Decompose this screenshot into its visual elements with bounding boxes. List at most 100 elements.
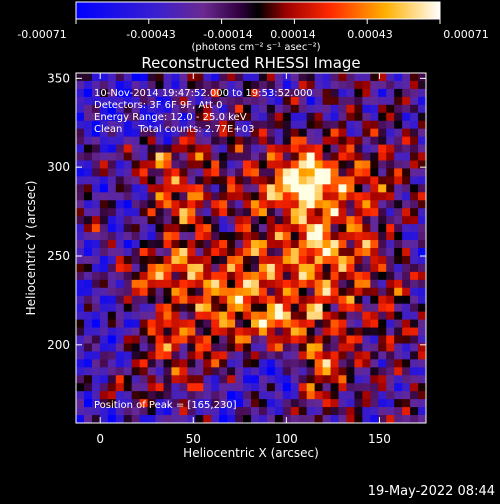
heatmap-cell (99, 136, 109, 146)
heatmap-cell (203, 200, 212, 209)
heatmap-cell (410, 383, 419, 392)
heatmap-cell (282, 160, 292, 170)
heatmap-cell (338, 303, 348, 313)
heatmap-cell (107, 407, 117, 416)
heatmap-cell (203, 415, 212, 423)
heatmap-cell (179, 351, 188, 360)
heatmap-cell (235, 359, 244, 368)
heatmap-cell (99, 255, 109, 265)
heatmap-cell (251, 80, 260, 90)
heatmap-cell (195, 232, 204, 241)
heatmap-cell (179, 263, 188, 273)
heatmap-cell (290, 184, 300, 193)
heatmap-cell (91, 200, 101, 209)
heatmap-cell (179, 367, 188, 376)
heatmap-cell (346, 232, 355, 241)
heatmap-cell (131, 303, 141, 313)
heatmap-cell (203, 224, 212, 233)
heatmap-cell (258, 263, 268, 273)
heatmap-cell (171, 367, 180, 376)
heatmap-cell (235, 367, 244, 376)
heatmap-cell (266, 80, 276, 90)
y-tick-label-1: 250 (47, 249, 70, 263)
heatmap-cell (266, 255, 276, 265)
heatmap-cell (251, 192, 260, 201)
heatmap-cell (306, 200, 316, 209)
heatmap-cell (171, 271, 180, 281)
heatmap-cell (115, 120, 125, 130)
heatmap-cell (99, 200, 109, 209)
heatmap-cell (147, 311, 157, 321)
heatmap-cell (171, 144, 180, 154)
heatmap-cell (314, 88, 324, 98)
heatmap-cell (338, 160, 348, 170)
heatmap-cell (99, 335, 109, 345)
heatmap-cell (251, 73, 260, 82)
heatmap-cell (243, 136, 252, 146)
heatmap-cell (410, 73, 419, 82)
heatmap-cell (187, 120, 196, 130)
heatmap-cell (266, 96, 276, 106)
heatmap-cell (195, 224, 204, 233)
heatmap-cell (147, 104, 157, 114)
heatmap-cell (314, 335, 324, 345)
heatmap-cell (107, 415, 117, 423)
heatmap-cell (171, 319, 180, 329)
heatmap-cell (163, 80, 173, 90)
heatmap-cell (290, 303, 300, 313)
heatmap-cell (203, 80, 212, 90)
heatmap-cell (219, 327, 228, 337)
heatmap-cell (290, 176, 300, 185)
heatmap-cell (195, 335, 204, 345)
heatmap-cell (394, 327, 403, 337)
heatmap-cell (386, 176, 395, 185)
heatmap-cell (123, 263, 133, 273)
heatmap-cell (131, 255, 141, 265)
heatmap-cell (203, 407, 212, 416)
heatmap-cell (258, 383, 268, 392)
heatmap-cell (147, 216, 157, 225)
heatmap-cell (219, 311, 228, 321)
heatmap-cell (195, 279, 204, 289)
heatmap-cell (211, 295, 220, 305)
heatmap-cell (306, 240, 316, 249)
heatmap-cell (274, 319, 284, 329)
heatmap-cell (211, 192, 220, 201)
heatmap-cell (227, 144, 236, 154)
heatmap-cell (258, 96, 268, 106)
heatmap-cell (179, 112, 188, 122)
heatmap-cell (187, 279, 196, 289)
heatmap-cell (378, 168, 387, 177)
heatmap-cell (354, 287, 363, 297)
heatmap-cell (282, 80, 292, 90)
heatmap-cell (258, 279, 268, 289)
heatmap-cell (338, 152, 348, 162)
heatmap-cell (314, 240, 324, 249)
heatmap-cell (76, 375, 85, 384)
heatmap-cell (163, 176, 173, 185)
heatmap-cell (115, 279, 125, 289)
heatmap-cell (123, 255, 133, 265)
heatmap-cell (338, 248, 348, 257)
heatmap-cell (107, 96, 117, 106)
heatmap-cell (107, 343, 117, 352)
heatmap-cell (402, 367, 411, 376)
heatmap-cell (338, 168, 348, 177)
heatmap-cell (76, 144, 85, 154)
heatmap-cell (386, 88, 395, 98)
heatmap-cell (386, 152, 395, 162)
heatmap-cell (187, 415, 196, 423)
heatmap-cell (243, 120, 252, 130)
heatmap-cell (290, 343, 300, 352)
heatmap-cell (155, 184, 165, 193)
heatmap-cell (179, 255, 188, 265)
heatmap-cell (346, 104, 355, 114)
heatmap-cell (211, 73, 220, 82)
heatmap-cell (179, 399, 188, 408)
footer-timestamp: 19-May-2022 08:44 (368, 484, 495, 499)
heatmap-cell (402, 88, 411, 98)
heatmap-cell (330, 208, 340, 217)
y-tick-label-2: 300 (47, 160, 70, 174)
heatmap-cell (123, 295, 133, 305)
heatmap-cell (171, 80, 180, 90)
